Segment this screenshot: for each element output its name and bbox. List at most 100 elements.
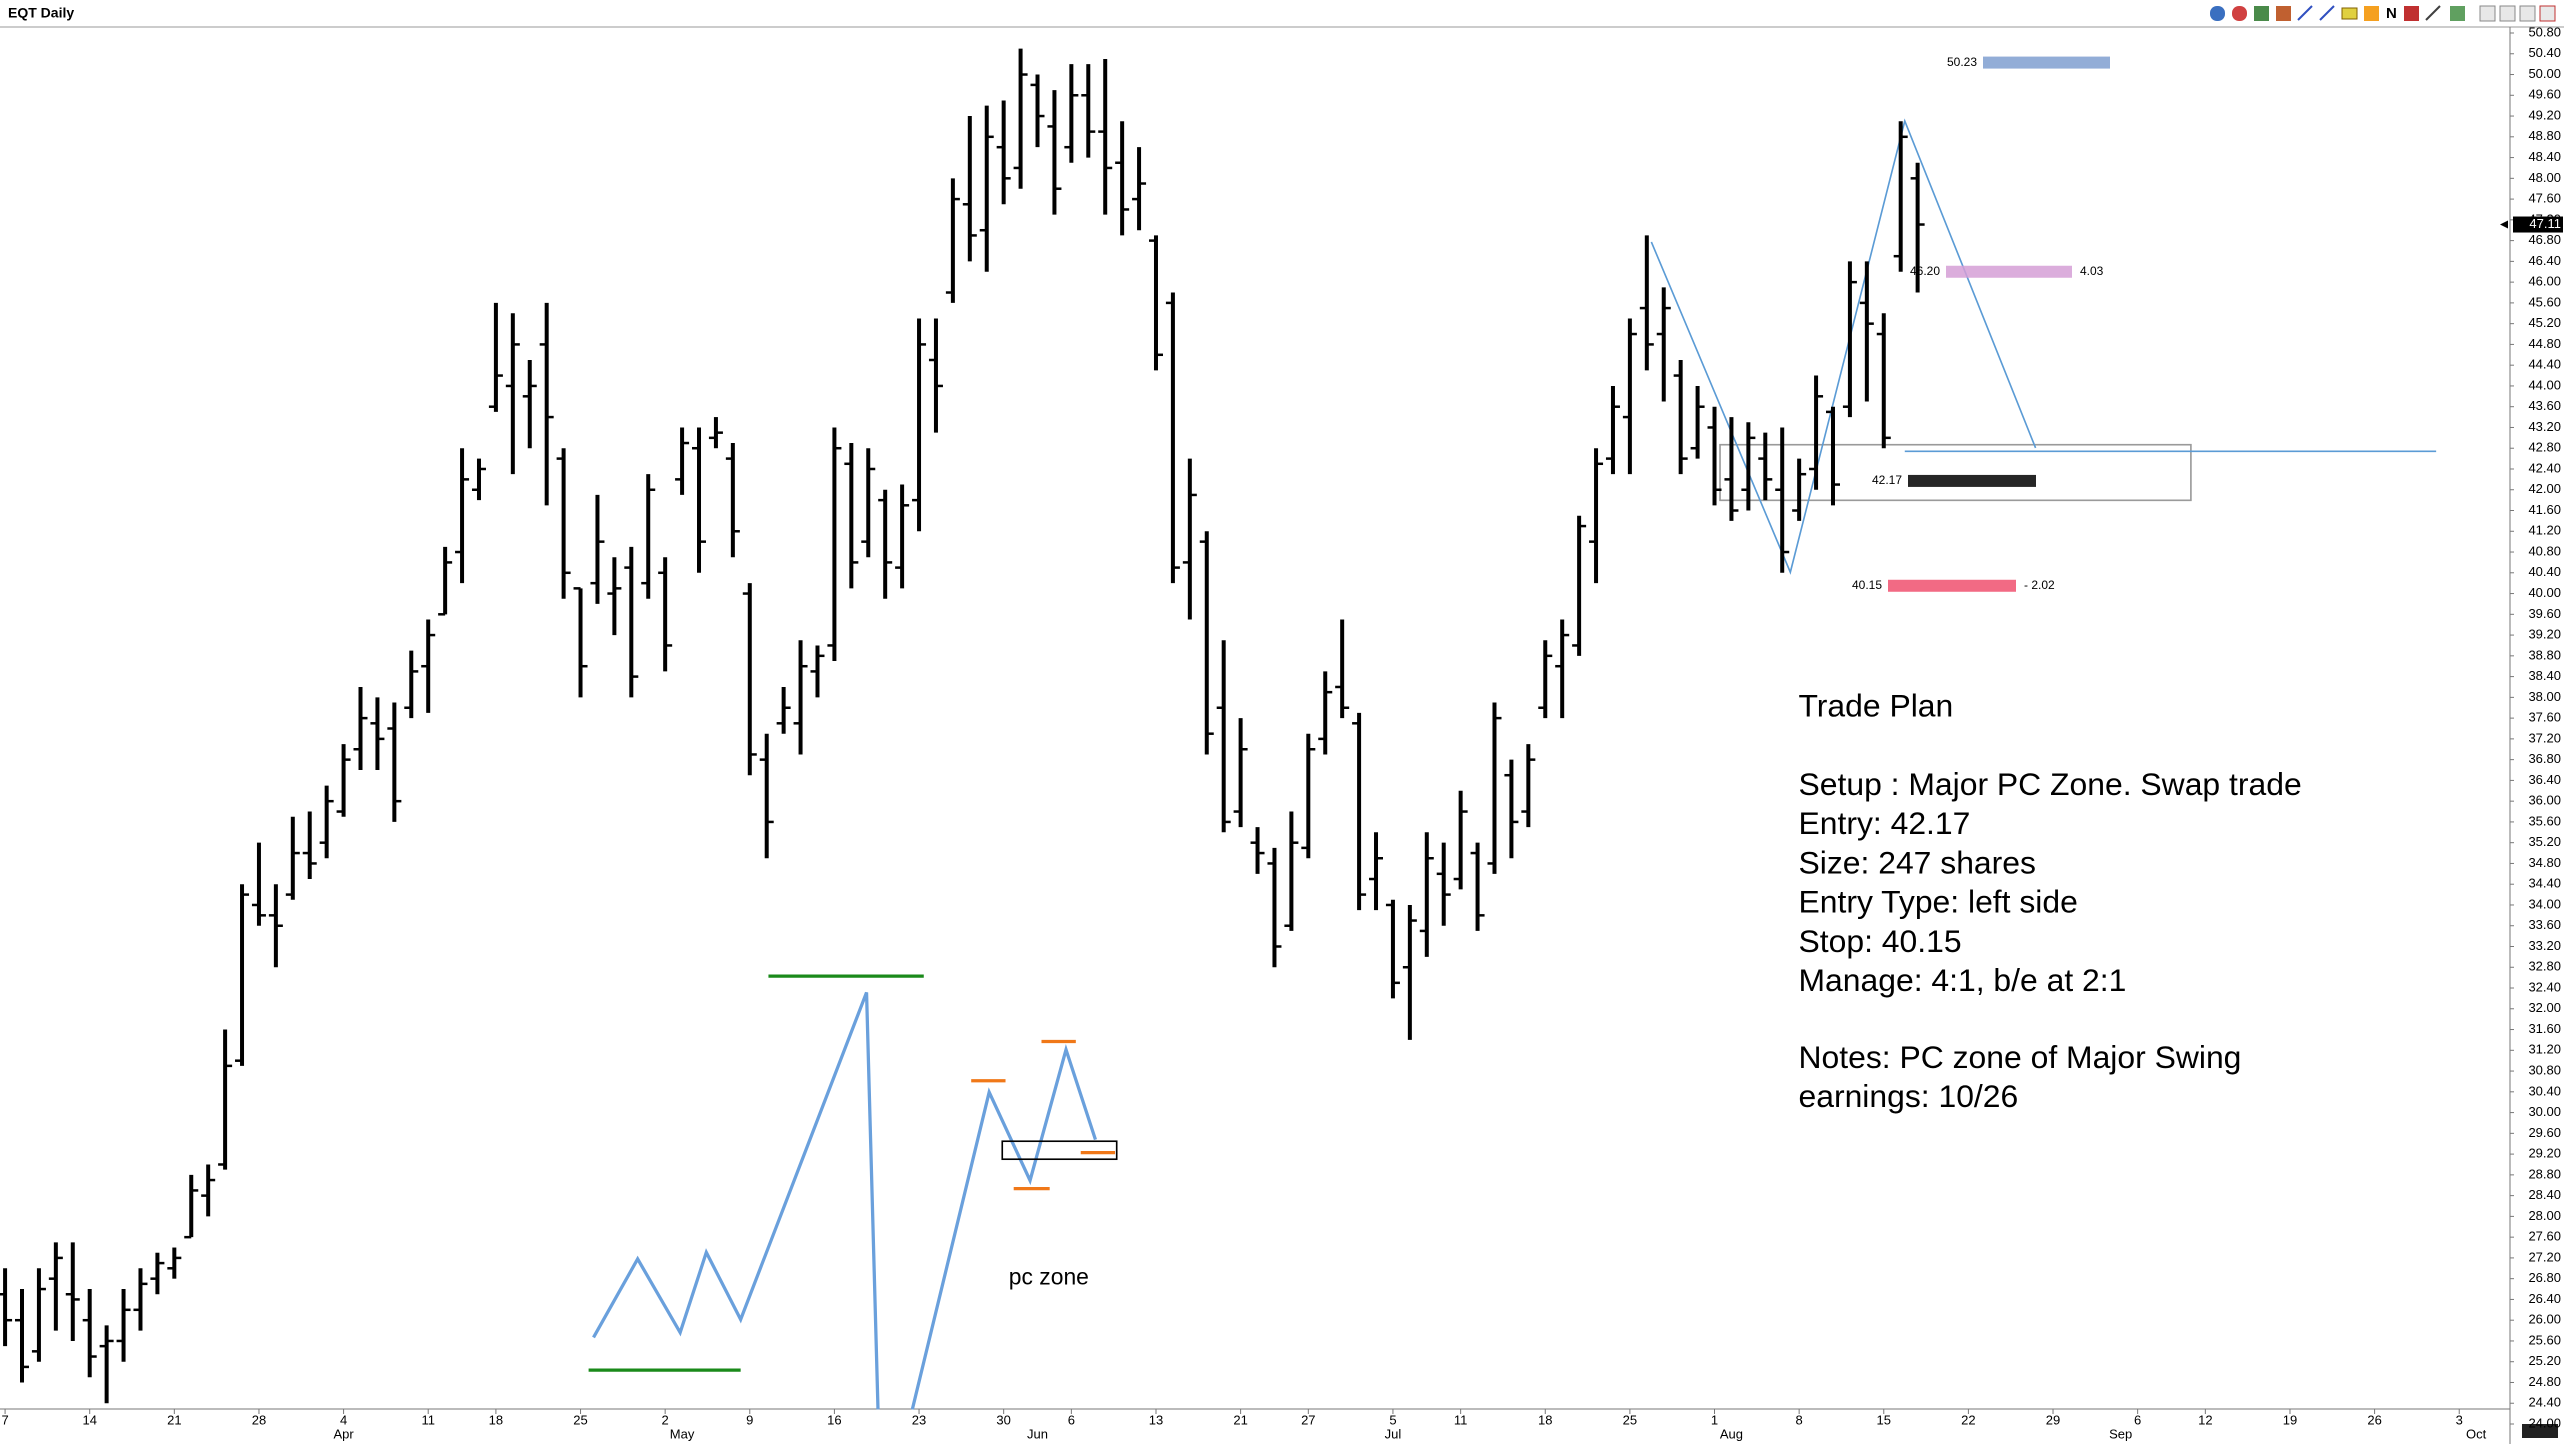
level-label: 46.20 bbox=[1910, 264, 1940, 278]
y-tick-label: 46.40 bbox=[2528, 253, 2561, 268]
toolbar-icon[interactable] bbox=[2232, 6, 2247, 21]
y-tick-label: 26.00 bbox=[2528, 1312, 2561, 1327]
x-tick-label: 8 bbox=[1796, 1412, 1803, 1427]
y-tick-label: 44.80 bbox=[2528, 336, 2561, 351]
x-tick-label: 26 bbox=[2367, 1412, 2381, 1427]
y-tick-label: 24.00 bbox=[2528, 1415, 2561, 1430]
x-tick-label: 19 bbox=[2283, 1412, 2297, 1427]
y-tick-label: 50.00 bbox=[2528, 66, 2561, 81]
trade-plan-title: Trade Plan bbox=[1799, 687, 1954, 723]
x-tick-label: 11 bbox=[421, 1412, 435, 1427]
x-tick-label: 1 bbox=[1711, 1412, 1718, 1427]
level-bar bbox=[1908, 474, 2036, 487]
axis-corner-button[interactable] bbox=[2522, 1424, 2558, 1438]
toolbar-icon[interactable] bbox=[2450, 6, 2465, 21]
annotations: pc zone Trade Plan Setup : Major PC Zone… bbox=[588, 118, 2437, 1410]
x-tick-label: 30 bbox=[996, 1412, 1010, 1427]
toolbar: N bbox=[2210, 5, 2556, 22]
y-tick-label: 36.80 bbox=[2528, 751, 2561, 766]
toolbar-icon[interactable] bbox=[2425, 5, 2441, 21]
toolbar-icon[interactable] bbox=[2341, 7, 2358, 20]
y-tick-label: 27.60 bbox=[2528, 1229, 2561, 1244]
toolbar-button[interactable] bbox=[2479, 5, 2496, 22]
y-tick-label: 47.60 bbox=[2528, 191, 2561, 206]
trade-plan-line: Manage: 4:1, b/e at 2:1 bbox=[1799, 962, 2127, 998]
last-price-arrow bbox=[2500, 220, 2508, 229]
x-tick-label: 15 bbox=[1877, 1412, 1891, 1427]
y-tick-label: 31.60 bbox=[2528, 1021, 2561, 1036]
y-tick-label: 39.20 bbox=[2528, 627, 2561, 642]
y-tick-label: 24.80 bbox=[2528, 1374, 2561, 1389]
level-side-label: 4.03 bbox=[2080, 264, 2104, 278]
x-tick-label: 12 bbox=[2198, 1412, 2212, 1427]
y-tick-label: 24.40 bbox=[2528, 1395, 2561, 1410]
month-label: Aug bbox=[1720, 1426, 1743, 1441]
toolbar-icon[interactable] bbox=[2364, 6, 2379, 21]
x-tick-label: 14 bbox=[82, 1412, 96, 1427]
toolbar-icon[interactable] bbox=[2297, 5, 2313, 21]
x-tick-label: 23 bbox=[912, 1412, 926, 1427]
x-tick-label: 7 bbox=[1, 1412, 8, 1427]
toolbar-button[interactable] bbox=[2499, 5, 2516, 22]
y-tick-label: 25.20 bbox=[2528, 1353, 2561, 1368]
y-tick-label: 44.40 bbox=[2528, 357, 2561, 372]
toolbar-button[interactable] bbox=[2519, 5, 2536, 22]
y-tick-label: 40.00 bbox=[2528, 585, 2561, 600]
toolbar-icon[interactable] bbox=[2276, 6, 2291, 21]
x-tick-label: 4 bbox=[340, 1412, 347, 1427]
x-tick-label: 13 bbox=[1149, 1412, 1163, 1427]
trade-plan-line: Setup : Major PC Zone. Swap trade bbox=[1799, 766, 2302, 802]
level-label: 50.23 bbox=[1947, 55, 1977, 69]
toolbar-icon[interactable] bbox=[2210, 6, 2225, 21]
x-tick-label: 22 bbox=[1961, 1412, 1975, 1427]
y-tick-label: 30.40 bbox=[2528, 1083, 2561, 1098]
y-tick-label: 29.20 bbox=[2528, 1146, 2561, 1161]
toolbar-icon[interactable] bbox=[2254, 6, 2269, 21]
x-tick-label: 6 bbox=[1068, 1412, 1075, 1427]
toolbar-label[interactable]: N bbox=[2386, 5, 2397, 22]
level-bar bbox=[1946, 265, 2072, 278]
x-tick-label: 11 bbox=[1454, 1412, 1468, 1427]
y-tick-label: 34.40 bbox=[2528, 876, 2561, 891]
x-tick-label: 6 bbox=[2134, 1412, 2141, 1427]
x-tick-label: 27 bbox=[1301, 1412, 1315, 1427]
y-tick-label: 42.40 bbox=[2528, 460, 2561, 475]
y-tick-label: 26.40 bbox=[2528, 1291, 2561, 1306]
month-label: Sep bbox=[2109, 1426, 2132, 1441]
y-tick-label: 37.20 bbox=[2528, 730, 2561, 745]
y-tick-label: 35.20 bbox=[2528, 834, 2561, 849]
toolbar-button[interactable] bbox=[2539, 5, 2556, 22]
chart-title: EQT Daily bbox=[8, 5, 74, 21]
level-side-label: - 2.02 bbox=[2024, 578, 2055, 592]
y-tick-label: 39.60 bbox=[2528, 606, 2561, 621]
x-tick-label: 2 bbox=[662, 1412, 669, 1427]
toolbar-icon[interactable] bbox=[2319, 5, 2335, 21]
y-tick-label: 41.20 bbox=[2528, 523, 2561, 538]
x-tick-label: 28 bbox=[252, 1412, 266, 1427]
trade-plan-line: Stop: 40.15 bbox=[1799, 923, 1962, 959]
toolbar-icon[interactable] bbox=[2404, 6, 2419, 21]
y-tick-label: 38.80 bbox=[2528, 647, 2561, 662]
y-tick-label: 50.40 bbox=[2528, 45, 2561, 60]
level-bar bbox=[1983, 56, 2110, 69]
x-tick-label: 9 bbox=[746, 1412, 753, 1427]
level-bar bbox=[1888, 579, 2016, 592]
y-tick-label: 26.80 bbox=[2528, 1270, 2561, 1285]
y-tick-label: 44.00 bbox=[2528, 377, 2561, 392]
level-label: 42.17 bbox=[1872, 473, 1902, 487]
y-tick-label: 33.20 bbox=[2528, 938, 2561, 953]
x-tick-label: 21 bbox=[167, 1412, 181, 1427]
y-tick-label: 34.80 bbox=[2528, 855, 2561, 870]
y-tick-label: 48.80 bbox=[2528, 128, 2561, 143]
y-tick-label: 34.00 bbox=[2528, 896, 2561, 911]
y-tick-label: 29.60 bbox=[2528, 1125, 2561, 1140]
x-tick-label: 18 bbox=[1538, 1412, 1552, 1427]
y-tick-label: 38.00 bbox=[2528, 689, 2561, 704]
x-tick-label: 25 bbox=[1623, 1412, 1637, 1427]
schematic-swing bbox=[910, 1043, 1098, 1410]
y-tick-label: 42.80 bbox=[2528, 440, 2561, 455]
y-tick-label: 32.80 bbox=[2528, 959, 2561, 974]
y-tick-label: 32.40 bbox=[2528, 979, 2561, 994]
